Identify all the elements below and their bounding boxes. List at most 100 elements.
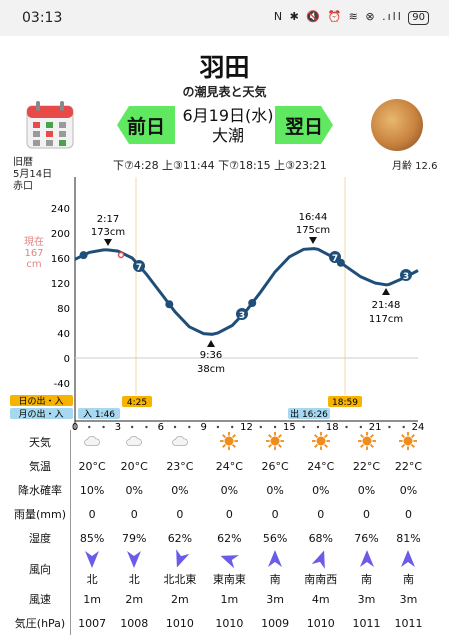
now-marker (117, 251, 125, 259)
x-minor-dot (88, 425, 91, 429)
humidity-row: 湿度 85% 79% 62% 62% 56% 68% 76% 81% (10, 526, 430, 550)
cloud-icon (155, 430, 204, 454)
page-title: 羽田 (199, 53, 250, 82)
precip-label: 降水確率 (10, 478, 71, 502)
sun-icon (387, 430, 429, 454)
rain-cell: 0 (363, 507, 370, 521)
weather-label: 天気 (10, 430, 71, 454)
sun-icon (254, 430, 296, 454)
sunset-time: 18:59 (332, 398, 358, 408)
speed-cell: 3m (266, 592, 284, 606)
lunar-day: 5月14日 (13, 169, 53, 180)
precip-cell: 10% (79, 483, 105, 497)
wind-arrow-icon (254, 550, 296, 571)
wind-arrow-icon (346, 550, 388, 571)
calendar-icon[interactable] (26, 100, 74, 150)
x-tick-label: 3 (115, 422, 121, 430)
sun-icon (346, 430, 388, 454)
high1-time: 2:17 (97, 214, 119, 225)
low1-height: 38cm (197, 364, 225, 375)
status-time: 03:13 (22, 10, 63, 26)
x-minor-dot (188, 425, 191, 429)
x-minor-dot (173, 425, 177, 429)
tide-marker-3b: 3 (400, 269, 412, 282)
pressure-cell: 1011 (352, 616, 381, 630)
pressure-cell: 1009 (261, 616, 290, 630)
humidity-cell: 76% (354, 531, 379, 545)
next-day-button[interactable]: 翌日 (275, 106, 333, 144)
rain-row: 雨量(mm) 0 0 0 0 0 0 0 0 (10, 502, 430, 526)
wind-dir-text: 南 (361, 573, 372, 586)
wind-cell: 北 (113, 550, 155, 587)
cloud-icon (113, 430, 155, 454)
tide-point (79, 251, 88, 260)
pressure-cell: 1008 (120, 616, 149, 630)
battery-icon: 90 (408, 11, 429, 25)
low2-height: 117cm (369, 314, 403, 325)
precip-cell: 0% (171, 483, 189, 497)
humidity-cell: 79% (121, 531, 147, 545)
rain-cell: 0 (225, 507, 233, 521)
pressure-cell: 1007 (78, 616, 107, 630)
moon-icon (371, 99, 423, 151)
temp-cell: 20°C (120, 459, 148, 473)
temp-cell: 24°C (215, 459, 243, 473)
pressure-cell: 1010 (306, 616, 335, 630)
date-display: 6月19日(水) 大潮 (168, 106, 288, 146)
pressure-label: 気圧(hPa) (10, 611, 71, 635)
now-label-3: cm (26, 259, 41, 270)
now-label-1: 現在 (24, 236, 44, 248)
wind-speed-label: 風速 (10, 587, 71, 611)
x-minor-dot (130, 425, 134, 429)
tide-marker-7b: 7 (329, 251, 341, 264)
high2-arrow (309, 237, 317, 244)
wind-cell: 東南東 (205, 550, 254, 587)
temp-label: 気温 (10, 454, 71, 478)
pressure-cell: 1010 (165, 616, 194, 630)
wind-dir-text: 北北東 (163, 573, 197, 586)
sun-icon (296, 430, 345, 454)
humidity-cell: 85% (79, 531, 105, 545)
wind-arrow-icon (205, 550, 254, 571)
low1-arrow (207, 340, 215, 347)
y-tick-label: -40 (54, 379, 70, 390)
tide-type: 大潮 (211, 126, 244, 145)
x-minor-dot (216, 425, 220, 429)
rain-cell: 0 (404, 507, 412, 521)
precip-row: 降水確率 10% 0% 0% 0% 0% 0% 0% 0% (10, 478, 430, 502)
y-tick-label: 200 (51, 229, 70, 240)
temp-cell: 20°C (78, 459, 106, 473)
moon-age: 月齢 12.6 (392, 161, 438, 172)
x-tick-label: 9 (200, 422, 206, 430)
speed-cell: 2m (125, 592, 144, 606)
speed-cell: 1m (220, 592, 239, 606)
temp-cell: 23°C (166, 459, 194, 473)
y-tick-label: 240 (51, 204, 70, 215)
moon-set-time: 入 1:46 (83, 409, 115, 420)
high2-time: 16:44 (299, 212, 328, 223)
high2-height: 175cm (296, 225, 330, 236)
speed-cell: 3m (399, 592, 418, 606)
y-tick-label: 120 (51, 279, 70, 290)
tide-marker-7a: 7 (133, 260, 145, 273)
rain-cell: 0 (271, 507, 279, 521)
prev-day-button[interactable]: 前日 (117, 106, 175, 144)
wind-cell: 北北東 (155, 549, 204, 587)
precip-cell: 0% (125, 483, 143, 497)
low2-time: 21:48 (372, 300, 401, 311)
svg-text:3: 3 (403, 272, 409, 282)
svg-text:7: 7 (332, 254, 338, 264)
weather-table: 天気 気温 20°C 20°C 23°C 24°C 26°C 24°C 22°C 22°C 降水… (10, 430, 430, 635)
sunrise-time: 4:25 (127, 398, 147, 408)
x-minor-dot (316, 425, 320, 429)
tide-times: 下⑦4:28 上③11:44 下⑦18:15 上③23:21 (113, 159, 327, 172)
speed-cell: 4m (311, 592, 330, 606)
x-minor-dot (388, 425, 391, 429)
x-minor-dot (102, 425, 105, 429)
precip-cell: 0% (220, 483, 239, 497)
pressure-row: 気圧(hPa) 1007 1008 1010 1010 1009 1010 1011 1011 (10, 611, 430, 635)
precip-cell: 0% (357, 483, 376, 497)
temp-row: 気温 20°C 20°C 23°C 24°C 26°C 24°C 22°C 22°C (10, 454, 430, 478)
sun-icon (205, 430, 254, 454)
